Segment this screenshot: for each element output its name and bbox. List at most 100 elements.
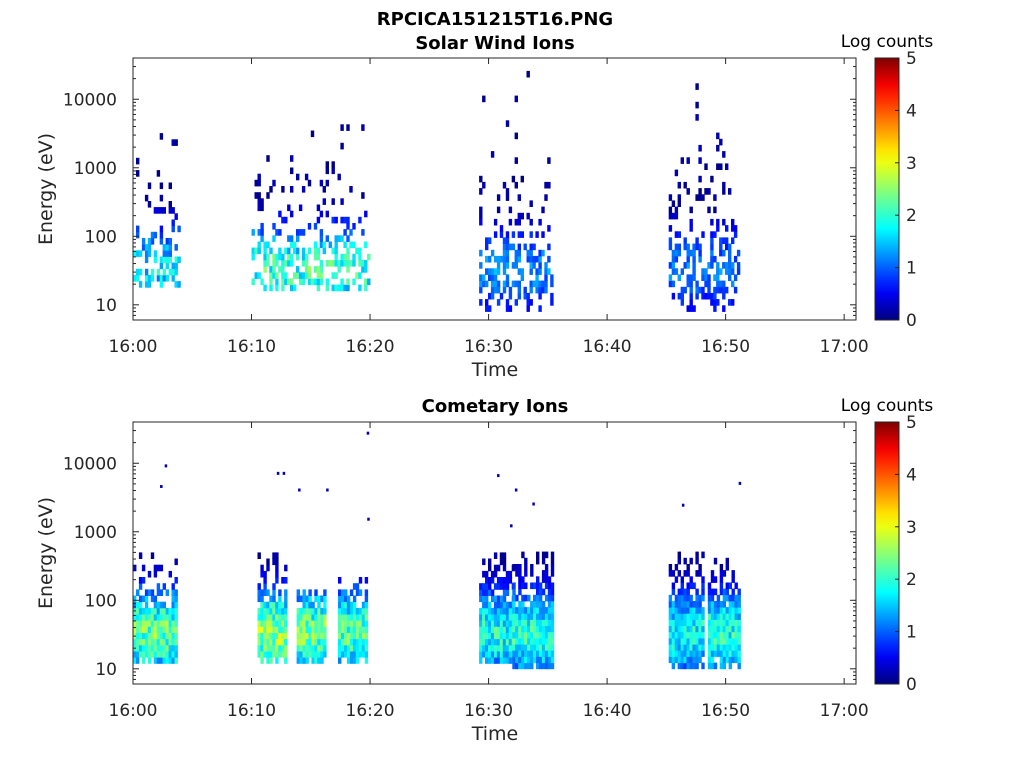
heatmap-cell: [361, 638, 366, 646]
heatmap-cell: [278, 620, 282, 627]
heatmap-cell: [524, 607, 528, 614]
heatmap-cell: [338, 626, 342, 633]
heatmap-cell: [323, 595, 327, 603]
heatmap-cell: [257, 607, 261, 615]
heatmap-cell: [512, 631, 516, 639]
heatmap-cell: [314, 589, 318, 596]
heatmap-cell: [725, 613, 729, 620]
heatmap-cell: [731, 225, 735, 232]
heatmap-cell: [514, 280, 518, 288]
heatmap-cell: [257, 589, 261, 596]
heatmap-cell: [488, 305, 492, 312]
heatmap-cell: [668, 243, 673, 251]
colorbar-tick-label: 4: [906, 101, 917, 121]
heatmap-cell: [722, 613, 727, 620]
heatmap-cell: [536, 588, 540, 596]
heatmap-cell: [296, 173, 300, 181]
heatmap-cell: [364, 638, 369, 646]
heatmap-cell: [346, 607, 351, 615]
heatmap-cell: [680, 650, 684, 657]
heatmap-cell: [698, 157, 702, 164]
heatmap-cell: [346, 266, 350, 273]
heatmap-cell: [162, 583, 166, 590]
heatmap-cell: [162, 244, 166, 251]
heatmap-cell: [689, 576, 693, 583]
heatmap-cell: [535, 231, 539, 238]
heatmap-cell: [671, 613, 676, 620]
heatmap-cell: [701, 638, 705, 645]
heatmap-cell: [299, 638, 303, 646]
heatmap-cell: [305, 614, 309, 621]
heatmap-cell: [502, 638, 507, 646]
heatmap-cell: [524, 625, 528, 633]
heatmap-cell: [266, 638, 270, 646]
heatmap-cell: [349, 651, 354, 658]
colorbar-tick-label: 5: [906, 49, 917, 69]
heatmap-cell: [325, 260, 329, 267]
heatmap-cell: [490, 651, 495, 658]
heatmap-cell: [159, 225, 164, 233]
heatmap-cell: [686, 249, 690, 257]
heatmap-cell: [301, 247, 306, 255]
heatmap-cell: [281, 278, 285, 286]
heatmap-cell: [526, 249, 530, 257]
heatmap-cell: [521, 625, 525, 633]
heatmap-cell: [689, 280, 693, 288]
heatmap-cell: [550, 280, 554, 288]
heatmap-cell: [141, 238, 146, 245]
heatmap-cell: [147, 638, 152, 646]
heatmap-cell: [497, 474, 500, 478]
heatmap-cell: [364, 595, 369, 603]
heatmap-cell: [680, 625, 684, 633]
heatmap-cell: [311, 644, 315, 652]
heatmap-cell: [317, 632, 321, 640]
heatmap-cell: [284, 607, 288, 615]
x-tick-label: 16:40: [583, 701, 632, 721]
heatmap-cell: [538, 292, 542, 300]
heatmap-cell: [364, 644, 369, 652]
heatmap-cell: [713, 631, 718, 639]
heatmap-cell: [281, 632, 285, 640]
heatmap-cell: [310, 130, 315, 138]
heatmap-cell: [320, 657, 324, 664]
heatmap-cell: [485, 644, 489, 652]
heatmap-cell: [716, 644, 721, 651]
heatmap-cell: [308, 614, 312, 621]
heatmap-cell: [529, 255, 533, 263]
heatmap-cell: [716, 631, 721, 639]
heatmap-cell: [710, 613, 715, 620]
x-tick-label: 16:00: [109, 701, 158, 721]
heatmap-cell: [284, 614, 288, 621]
heatmap-cell: [284, 644, 288, 652]
heatmap-cell: [361, 607, 366, 615]
heatmap-cell: [144, 281, 149, 288]
heatmap-cell: [550, 601, 555, 608]
heatmap-cell: [512, 644, 516, 651]
heatmap-cell: [671, 280, 676, 288]
heatmap-cell: [485, 305, 489, 312]
heatmap-cell: [725, 656, 729, 664]
heatmap-cell: [159, 651, 164, 658]
colorbar-tick-label: 2: [906, 570, 917, 590]
heatmap-cell: [526, 299, 530, 306]
heatmap-cell: [325, 167, 329, 175]
heatmap-cell: [165, 250, 169, 257]
heatmap-cell: [716, 280, 720, 288]
heatmap-cell: [346, 235, 350, 242]
heatmap-cell: [355, 607, 360, 615]
heatmap-cell: [701, 594, 705, 602]
heatmap-cell: [281, 651, 285, 658]
heatmap-cell: [304, 260, 309, 267]
heatmap-cell: [302, 595, 306, 603]
heatmap-cell: [490, 614, 495, 621]
heatmap-cell: [517, 212, 521, 220]
heatmap-cell: [272, 558, 276, 566]
heatmap-cell: [320, 638, 324, 646]
heatmap-cell: [272, 223, 276, 230]
heatmap-cell: [719, 280, 723, 288]
heatmap-cell: [544, 194, 548, 201]
heatmap-cell: [257, 583, 261, 590]
heatmap-cell: [257, 552, 261, 559]
heatmap-cell: [523, 292, 527, 300]
heatmap-cell: [725, 588, 729, 596]
